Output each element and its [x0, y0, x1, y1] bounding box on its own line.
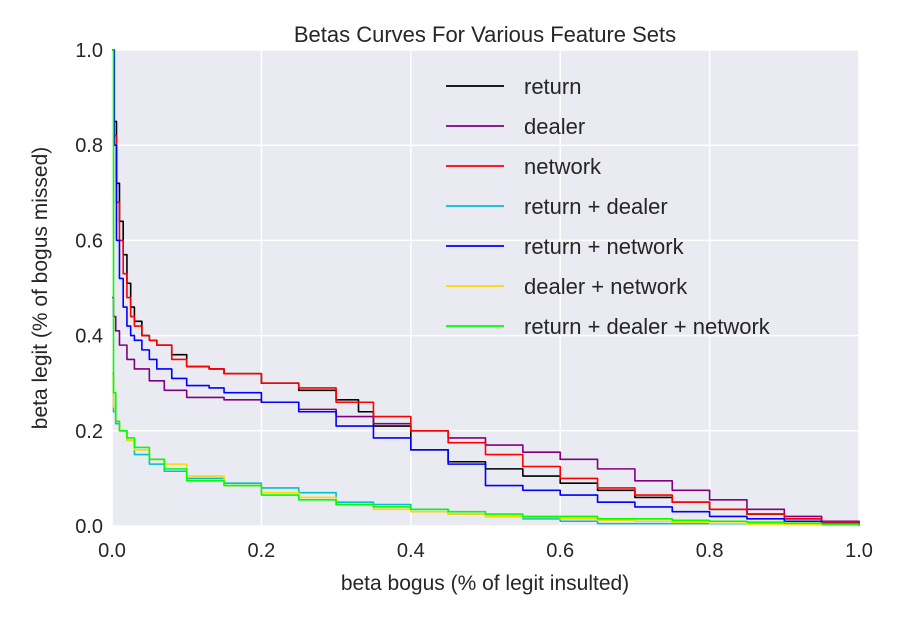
y-tick-label: 1.0 — [75, 40, 103, 62]
grid — [111, 49, 860, 527]
series-line-2 — [112, 49, 860, 526]
legend-label: return + dealer + network — [524, 314, 771, 339]
y-axis-label: beta legit (% of bogus missed) — [29, 147, 52, 429]
series-line-1 — [112, 296, 860, 526]
x-tick-labels: 0.0 0.2 0.4 0.6 0.8 1.0 — [98, 540, 873, 562]
series-line-6 — [112, 49, 860, 526]
series-line-5 — [112, 372, 860, 526]
legend-label: dealer — [524, 114, 585, 139]
series-layer — [112, 49, 860, 526]
legend-label: network — [524, 154, 602, 179]
chart-title: Betas Curves For Various Feature Sets — [294, 22, 676, 47]
legend: return dealer network return + dealer return… — [446, 74, 771, 339]
y-tick-label: 0.6 — [75, 230, 103, 252]
x-tick-label: 0.2 — [247, 540, 275, 562]
x-tick-label: 0.0 — [98, 540, 126, 562]
legend-label: return + network — [524, 234, 685, 259]
x-tick-label: 0.8 — [696, 540, 724, 562]
legend-label: return — [524, 74, 581, 99]
y-tick-label: 0.8 — [75, 135, 103, 157]
x-tick-label: 0.4 — [397, 540, 425, 562]
series-line-4 — [112, 49, 860, 526]
y-tick-label: 0.2 — [75, 421, 103, 443]
x-axis-label: beta bogus (% of legit insulted) — [341, 572, 629, 595]
legend-label: return + dealer — [524, 194, 668, 219]
x-tick-label: 1.0 — [845, 540, 873, 562]
y-tick-label: 0.0 — [75, 516, 103, 538]
x-tick-label: 0.6 — [546, 540, 574, 562]
y-tick-label: 0.4 — [75, 326, 103, 348]
legend-label: dealer + network — [524, 274, 688, 299]
y-tick-labels: 0.0 0.2 0.4 0.6 0.8 1.0 — [75, 40, 103, 538]
